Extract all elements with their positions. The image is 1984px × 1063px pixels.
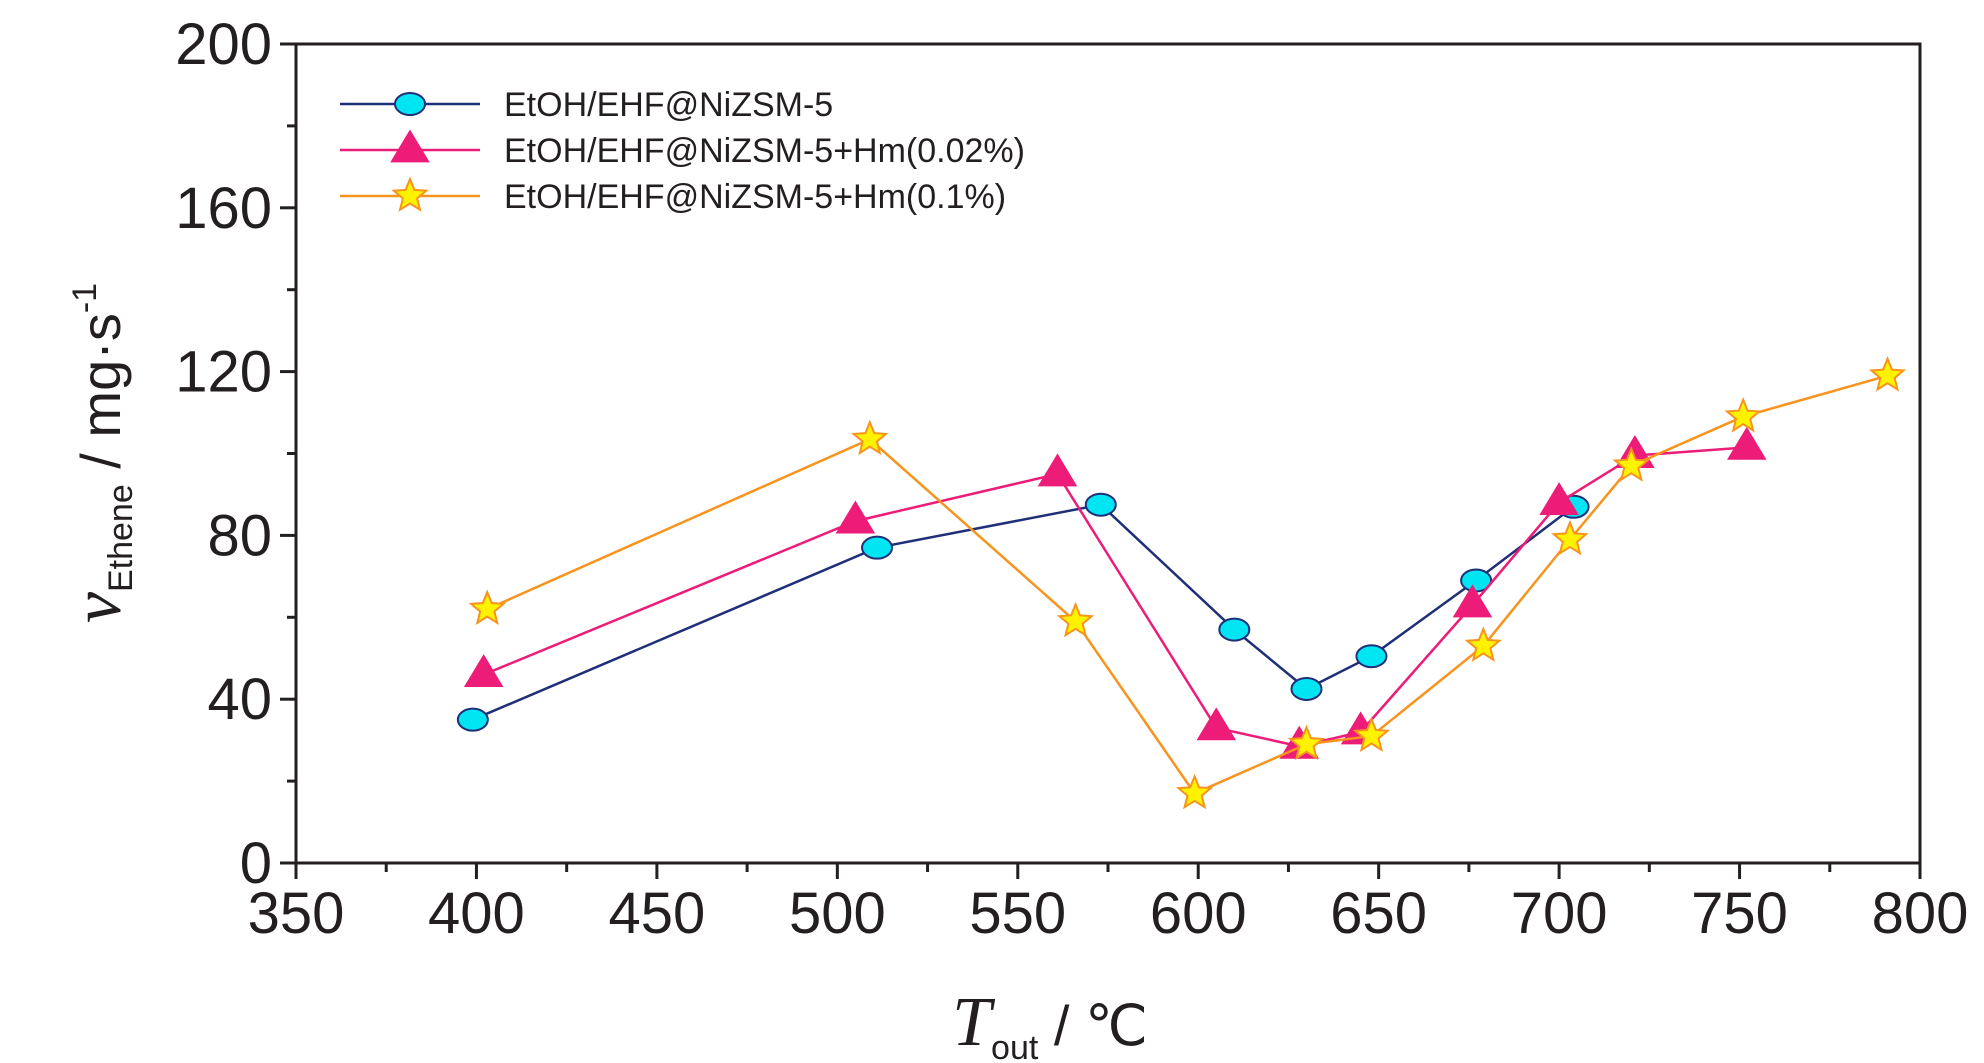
data-point-circle: [456, 707, 489, 732]
data-point-star: [1724, 396, 1762, 433]
series-triangle: [463, 426, 1767, 759]
data-point-circle: [1290, 676, 1323, 701]
x-tick-label: 750: [1691, 881, 1788, 946]
data-point-circle: [861, 535, 894, 560]
data-point-triangle: [1196, 707, 1237, 741]
data-point-star: [468, 589, 506, 626]
x-tick-label: 450: [608, 881, 705, 946]
legend: EtOH/EHF@NiZSM-5 EtOH/EHF@NiZSM-5+Hm(0.02…: [340, 86, 1025, 216]
series-circle: [456, 492, 1590, 732]
y-axis-subscript: Ethene: [102, 484, 140, 592]
data-point-star: [1551, 519, 1589, 556]
x-tick-label: 700: [1511, 881, 1608, 946]
y-axis-ticks: 0 40 80 120 160 200: [175, 12, 296, 896]
data-point-star: [1352, 716, 1391, 752]
x-tick-label: 800: [1872, 881, 1969, 946]
x-tick-label: 350: [248, 881, 345, 946]
y-tick-label: 200: [175, 12, 272, 77]
x-axis-ticks: 350 400 450 500 550 600 650 700 750 800: [248, 863, 1969, 946]
x-tick-label: 550: [969, 881, 1066, 946]
legend-marker-circle: [394, 92, 426, 116]
data-point-star: [1287, 724, 1326, 761]
x-axis-title: Tout / ℃: [952, 984, 1148, 1063]
y-axis-unit-superscript: -1: [66, 283, 104, 313]
y-tick-label: 80: [207, 503, 272, 568]
series-line: [483, 446, 1747, 748]
y-tick-label: 0: [240, 831, 272, 896]
series-layer: [456, 356, 1907, 810]
data-point-circle: [1218, 617, 1251, 642]
data-point-triangle: [463, 654, 504, 688]
legend-marker-triangle: [390, 129, 430, 163]
data-point-star: [1464, 626, 1503, 662]
legend-item: EtOH/EHF@NiZSM-5+Hm(0.1%): [340, 176, 1006, 216]
data-point-circle: [1355, 644, 1388, 669]
series-line: [472, 503, 1575, 721]
y-axis-title: vEthene / mg·s-1: [59, 283, 140, 623]
legend-item: EtOH/EHF@NiZSM-5: [340, 86, 833, 124]
y-tick-label: 120: [175, 340, 272, 405]
x-tick-label: 500: [789, 881, 886, 946]
data-point-triangle: [1539, 482, 1579, 516]
y-axis-symbol: v: [59, 591, 136, 623]
data-point-triangle: [1452, 584, 1493, 618]
x-tick-label: 600: [1150, 881, 1247, 946]
data-point-star: [851, 419, 889, 456]
x-tick-label: 650: [1330, 881, 1427, 946]
series-star: [468, 356, 1907, 810]
y-axis-unit: / mg·s: [69, 313, 132, 484]
x-tick-label: 400: [428, 881, 525, 946]
x-axis-subscript: out: [991, 1029, 1039, 1063]
x-axis-unit: / ℃: [1038, 994, 1148, 1057]
data-point-triangle: [1037, 453, 1078, 487]
data-point-star: [1868, 356, 1907, 392]
legend-label: EtOH/EHF@NiZSM-5+Hm(0.02%): [504, 132, 1025, 170]
x-axis-symbol: T: [952, 984, 996, 1061]
data-point-circle: [1084, 492, 1117, 517]
legend-label: EtOH/EHF@NiZSM-5+Hm(0.1%): [504, 178, 1006, 216]
legend-marker-star: [391, 176, 429, 212]
legend-item: EtOH/EHF@NiZSM-5+Hm(0.02%): [340, 129, 1025, 170]
y-tick-label: 160: [175, 176, 272, 241]
y-tick-label: 40: [207, 667, 272, 732]
data-point-star: [1612, 446, 1651, 482]
data-point-star: [1056, 601, 1095, 638]
data-point-star: [1175, 773, 1214, 810]
legend-label: EtOH/EHF@NiZSM-5: [504, 86, 833, 124]
data-point-triangle: [1727, 426, 1767, 460]
data-point-triangle: [835, 500, 876, 534]
